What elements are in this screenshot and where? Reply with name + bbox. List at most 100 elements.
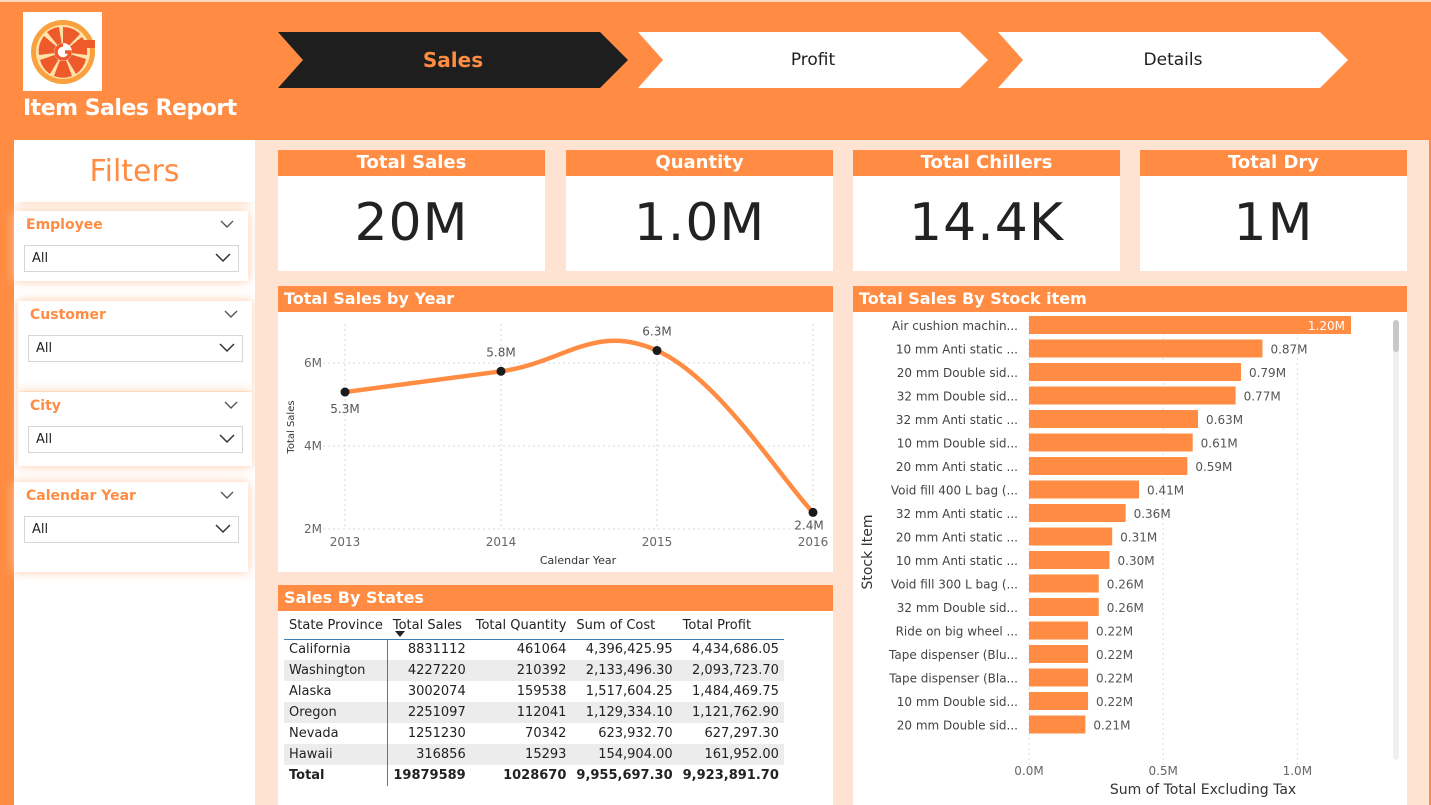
data-label: 0.21M [1093, 719, 1130, 733]
data-label: 6.3M [642, 325, 671, 339]
table-row[interactable]: Hawaii 316856 15293 154,904.00 161,952.00 [284, 744, 784, 765]
tab-sales-label: Sales [422, 48, 484, 72]
data-label: 5.8M [486, 345, 515, 359]
city-dropdown[interactable]: All [28, 426, 243, 453]
tab-profit-label: Profit [790, 50, 836, 70]
table-cell: 4227220 [387, 660, 471, 681]
category-label: Void fill 300 L bag (... [891, 578, 1018, 592]
sort-descending-icon[interactable] [395, 631, 405, 638]
col-sum-of-cost[interactable]: Sum of Cost [571, 613, 678, 640]
col-total-profit[interactable]: Total Profit [677, 613, 784, 640]
category-label: Air cushion machin... [892, 319, 1018, 333]
table-cell: 159538 [516, 684, 567, 699]
x-tick-label: 2013 [330, 535, 361, 549]
collapse-chevron-icon[interactable] [220, 490, 234, 500]
table-total-cell: 1028670 [503, 768, 567, 783]
y-tick-label: 2M [304, 522, 322, 536]
collapse-chevron-icon[interactable] [220, 219, 234, 229]
card-value: 20M [354, 193, 469, 253]
y-tick-label: 4M [304, 439, 322, 453]
category-label: 32 mm Anti static ... [896, 413, 1018, 427]
table-row[interactable]: Washington 4227220 210392 2,133,496.30 2,093… [284, 660, 784, 681]
data-point [652, 346, 662, 356]
table-row[interactable]: Nevada 1251230 70342 623,932.70 627,297.30 [284, 723, 784, 744]
employee-dropdown[interactable]: All [24, 245, 239, 272]
bar [1029, 574, 1099, 593]
data-label: 0.59M [1195, 460, 1232, 474]
states-table[interactable]: State Province Total Sales Total Quantit… [284, 613, 784, 786]
card-total-sales[interactable]: Total Sales 20M [278, 150, 545, 271]
category-label: 20 mm Anti static ... [896, 531, 1018, 545]
bar [1029, 480, 1140, 499]
collapse-chevron-icon[interactable] [224, 309, 238, 319]
scrollbar-thumb[interactable] [1393, 320, 1399, 352]
card-value: 1.0M [633, 193, 766, 253]
card-label: Total Chillers [853, 150, 1120, 176]
col-total-quantity[interactable]: Total Quantity [470, 613, 572, 640]
table-row[interactable]: Alaska 3002074 159538 1,517,604.25 1,484,469… [284, 681, 784, 702]
slicer-employee: Employee All [14, 211, 248, 281]
table-cell: 623,932.70 [598, 726, 673, 741]
table-cell: 161,952.00 [677, 744, 784, 765]
card-label: Total Sales [278, 150, 545, 176]
category-label: 32 mm Anti static ... [896, 507, 1018, 521]
category-label: Tape dispenser (Blu... [888, 648, 1018, 662]
x-axis-label: Sum of Total Excluding Tax [1110, 782, 1296, 798]
city-dropdown-value: All [36, 432, 53, 447]
sales-by-stock-item-panel[interactable]: Total Sales By Stock item 0.0M 0.5M 1.0M Su… [853, 286, 1407, 805]
tab-details[interactable]: Details [998, 32, 1348, 88]
data-label: 0.26M [1107, 601, 1144, 615]
category-label: 20 mm Double sid... [897, 366, 1018, 380]
sales-by-stock-item-chart[interactable]: 0.0M 0.5M 1.0M Sum of Total Excluding Tax St… [853, 312, 1407, 805]
table-cell: 1,129,334.10 [571, 702, 678, 723]
table-cell: 15293 [470, 744, 572, 765]
category-label: Tape dispenser (Bla... [888, 672, 1018, 686]
category-label: Void fill 400 L bag (... [891, 484, 1018, 498]
category-label: 32 mm Double sid... [897, 390, 1018, 404]
table-cell: 70342 [525, 726, 567, 741]
states-table-body: California 8831112 461064 4,396,425.95 4,434… [284, 639, 784, 786]
table-cell: Hawaii [284, 744, 389, 765]
x-axis-label: Calendar Year [540, 554, 617, 567]
customer-dropdown[interactable]: All [28, 335, 243, 362]
table-cell: 4,396,425.95 [585, 642, 673, 658]
sales-by-year-panel[interactable]: Total Sales by Year 2M 4M 6M 2013 2014 2015 20… [278, 286, 833, 572]
data-label: 0.41M [1147, 484, 1184, 498]
filters-header: Filters [14, 140, 255, 202]
bar [1029, 598, 1099, 616]
calendar-year-dropdown[interactable]: All [24, 516, 239, 543]
data-label: 0.22M [1096, 672, 1133, 686]
table-header-row: State Province Total Sales Total Quantit… [284, 613, 784, 640]
bar [1029, 668, 1089, 687]
chevron-down-icon [219, 343, 235, 353]
card-quantity[interactable]: Quantity 1.0M [566, 150, 833, 271]
bar [1029, 621, 1089, 640]
table-cell: 627,297.30 [704, 726, 779, 741]
tab-profit[interactable]: Profit [638, 32, 988, 88]
card-total-dry[interactable]: Total Dry 1M [1140, 150, 1407, 271]
category-label: 32 mm Double sid... [897, 601, 1018, 615]
tab-sales[interactable]: Sales [278, 32, 628, 88]
category-label: Ride on big wheel ... [896, 625, 1018, 639]
table-row[interactable]: Oregon 2251097 112041 1,129,334.10 1,121,762… [284, 702, 784, 723]
card-total-chillers[interactable]: Total Chillers 14.4K [853, 150, 1120, 271]
bar [1029, 504, 1126, 522]
table-row[interactable]: California 8831112 461064 4,396,425.95 4,434… [284, 639, 784, 660]
bar-chart-title: Total Sales By Stock item [853, 286, 1407, 312]
col-total-sales[interactable]: Total Sales [387, 613, 471, 640]
sales-by-states-panel[interactable]: Sales By States State Province Total Sal… [278, 585, 833, 805]
data-label: 0.31M [1120, 531, 1157, 545]
data-label: 0.22M [1096, 648, 1133, 662]
slicer-calendar-year: Calendar Year All [14, 482, 248, 572]
chevron-down-icon [219, 434, 235, 444]
card-value: 1M [1233, 193, 1314, 253]
slicer-city-label: City [30, 398, 61, 414]
collapse-chevron-icon[interactable] [224, 400, 238, 410]
sales-by-year-chart[interactable]: 2M 4M 6M 2013 2014 2015 2016 Calendar Year Total… [278, 312, 833, 572]
x-tick-label: 1.0M [1283, 764, 1312, 778]
data-label: 0.22M [1096, 695, 1133, 709]
bar [1029, 410, 1199, 428]
table-cell: 210392 [470, 660, 572, 681]
col-state-province[interactable]: State Province [284, 613, 388, 640]
